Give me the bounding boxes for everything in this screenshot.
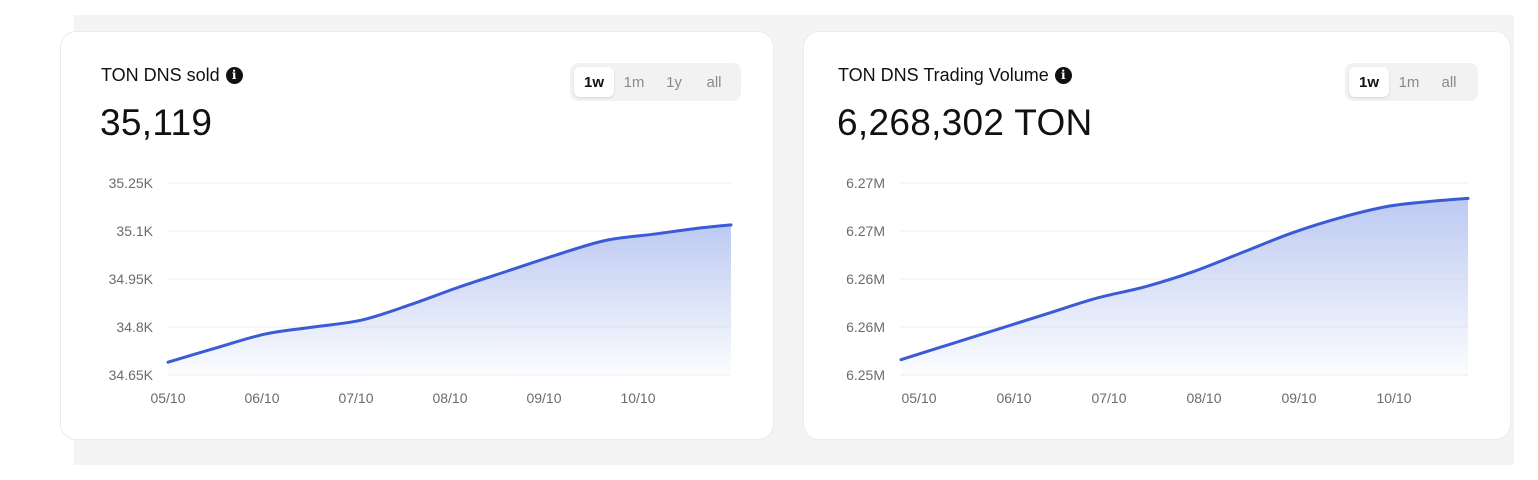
x-tick-label: 08/10 xyxy=(1186,390,1221,406)
info-circle-icon[interactable]: i xyxy=(1054,67,1072,84)
y-tick-label: 34.8K xyxy=(116,319,153,335)
x-tick-label: 09/10 xyxy=(526,390,561,406)
y-tick-label: 6.27M xyxy=(846,223,885,239)
dns-volume-card: TON DNS Trading Volume i 6,268,302 TON 1… xyxy=(803,31,1511,440)
y-tick-label: 35.1K xyxy=(116,223,153,239)
dns-sold-card: TON DNS sold i 35,119 1w 1m 1y all 34.65… xyxy=(60,31,774,440)
card-title: TON DNS Trading Volume i xyxy=(838,65,1072,86)
series-line[interactable] xyxy=(899,196,1470,362)
range-1w-button[interactable]: 1w xyxy=(1349,67,1389,97)
range-all-button[interactable]: all xyxy=(1441,73,1457,91)
time-range-selector: 1w 1m all xyxy=(1345,63,1478,101)
y-tick-label: 6.26M xyxy=(846,319,885,335)
dns-volume-value: 6,268,302 TON xyxy=(837,102,1093,143)
range-1m-button[interactable]: 1m xyxy=(1398,73,1420,91)
x-tick-label: 09/10 xyxy=(1281,390,1316,406)
range-all-button[interactable]: all xyxy=(706,73,722,91)
x-tick-label: 10/10 xyxy=(620,390,655,406)
x-tick-label: 10/10 xyxy=(1376,390,1411,406)
series-line[interactable] xyxy=(166,223,733,364)
x-tick-label: 05/10 xyxy=(901,390,936,406)
x-tick-label: 05/10 xyxy=(150,390,185,406)
y-tick-label: 34.65K xyxy=(109,367,154,383)
y-tick-label: 35.25K xyxy=(109,175,154,191)
y-tick-label: 6.25M xyxy=(846,367,885,383)
x-tick-label: 06/10 xyxy=(244,390,279,406)
x-tick-label: 07/10 xyxy=(338,390,373,406)
range-1m-button[interactable]: 1m xyxy=(623,73,645,91)
dns-sold-title: TON DNS sold xyxy=(101,65,220,85)
dns-sold-chart: 34.65K 34.8K 34.95K 35.1K 35.25K 05/10 06/10 07… xyxy=(109,175,733,406)
card-title: TON DNS sold i xyxy=(101,65,243,86)
y-tick-label: 6.27M xyxy=(846,175,885,191)
dns-sold-value: 35,119 xyxy=(100,102,213,143)
dns-volume-chart: 6.25M 6.26M 6.26M 6.27M 6.27M 05/10 06/10 07/10… xyxy=(846,175,1470,406)
x-tick-label: 06/10 xyxy=(996,390,1031,406)
range-1y-button[interactable]: 1y xyxy=(666,73,682,91)
time-range-selector: 1w 1m 1y all xyxy=(570,63,741,101)
info-circle-icon[interactable]: i xyxy=(225,67,243,84)
y-tick-label: 34.95K xyxy=(109,271,154,287)
y-tick-label: 6.26M xyxy=(846,271,885,287)
series-area xyxy=(168,224,731,375)
x-tick-label: 08/10 xyxy=(432,390,467,406)
x-tick-label: 07/10 xyxy=(1091,390,1126,406)
series-area xyxy=(901,198,1468,375)
range-1w-button[interactable]: 1w xyxy=(574,67,614,97)
dns-volume-title: TON DNS Trading Volume xyxy=(838,65,1049,85)
